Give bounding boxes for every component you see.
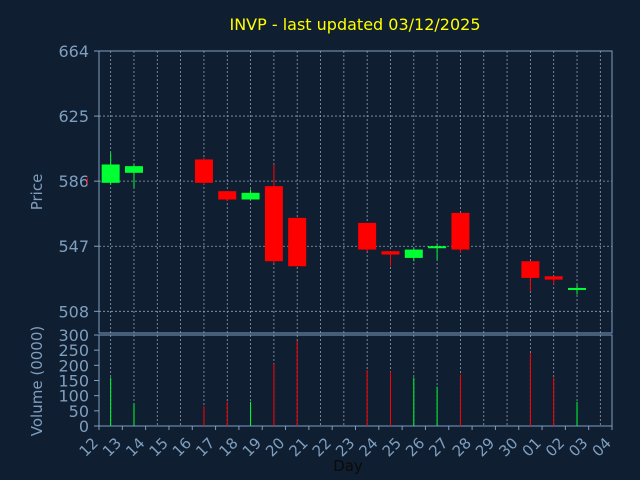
candle-body — [218, 191, 237, 200]
chart-title: INVP - last updated 03/12/2025 — [229, 15, 480, 34]
candle-body — [194, 159, 213, 183]
price-tick-label: 625 — [58, 107, 89, 126]
volume-tick-label: 200 — [58, 356, 89, 375]
volume-tick-label: 150 — [58, 372, 89, 391]
volume-tick-label: 100 — [58, 387, 89, 406]
candle-body — [428, 246, 447, 249]
candle-body — [568, 287, 587, 290]
candle-body — [358, 222, 377, 250]
candle-body — [521, 261, 540, 278]
candle-body — [544, 276, 563, 280]
price-axis-label: Price — [28, 174, 46, 211]
volume-tick-label: 250 — [58, 341, 89, 360]
candle-body — [124, 166, 143, 173]
candle-body — [101, 164, 120, 183]
candle-body — [404, 249, 423, 258]
candle-body — [381, 251, 400, 255]
volume-tick-label: 0 — [79, 417, 89, 436]
price-tick-label: 664 — [58, 42, 89, 61]
price-tick-label: 508 — [58, 302, 89, 321]
price-panel: 664 625 586 547 508 — [58, 42, 613, 334]
volume-tick-label: 300 — [58, 326, 89, 345]
price-tick-label: 547 — [58, 237, 89, 256]
volume-tick-label: 50 — [69, 402, 89, 421]
volume-axis-label: Volume (0000) — [28, 326, 46, 436]
candle-body — [288, 217, 307, 267]
candle-body — [264, 186, 283, 262]
candle-body — [451, 212, 470, 250]
x-axis-label: Day — [333, 457, 363, 475]
price-tick-label: 586 — [58, 172, 89, 191]
candle-body — [241, 192, 260, 200]
